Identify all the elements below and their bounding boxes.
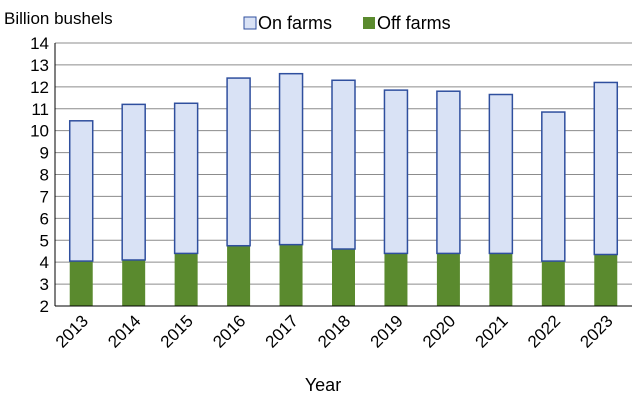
bar-off-farms-2017 <box>279 244 303 306</box>
bar-off-farms-2022 <box>541 261 565 306</box>
bar-on-farms-2019 <box>383 89 409 255</box>
x-tick-label: 2021 <box>472 311 512 351</box>
y-tick-label: 2 <box>40 297 49 316</box>
bar-off-farms-2014 <box>122 259 146 306</box>
x-tick-label: 2016 <box>209 311 249 351</box>
y-tick-label: 3 <box>40 275 49 294</box>
bar-off-farms-2015 <box>174 253 198 306</box>
x-tick-label: 2023 <box>576 311 616 351</box>
y-tick-label: 6 <box>40 209 49 228</box>
y-tick-label: 13 <box>30 56 49 75</box>
bar-off-farms-2018 <box>332 249 355 306</box>
bar-on-farms-2022 <box>541 111 566 262</box>
bar-on-farms-2018 <box>331 79 356 250</box>
legend-label-on-farms: On farms <box>258 13 332 33</box>
x-tick-label: 2014 <box>104 311 144 351</box>
bar-off-farms-2019 <box>384 253 408 306</box>
bars <box>68 72 619 306</box>
x-tick-label: 2019 <box>367 311 407 351</box>
bar-on-farms-2017 <box>278 72 304 246</box>
y-tick-label: 9 <box>40 144 49 163</box>
x-tick-label: 2017 <box>262 311 302 351</box>
x-tick-label: 2020 <box>419 311 459 351</box>
x-tick-label: 2013 <box>52 311 92 351</box>
bar-off-farms-2013 <box>69 261 93 306</box>
y-tick-label: 4 <box>40 253 49 272</box>
bar-on-farms-2023 <box>593 81 619 256</box>
legend-label-off-farms: Off farms <box>377 13 451 33</box>
y-tick-label: 12 <box>30 78 49 97</box>
y-tick-label: 7 <box>40 187 49 206</box>
y-tick-label: 5 <box>40 231 49 250</box>
legend-swatch-on-farms <box>243 16 257 30</box>
legend: On farms Off farms <box>243 13 451 33</box>
bar-off-farms-2020 <box>436 253 460 306</box>
bar-off-farms-2023 <box>594 254 618 306</box>
x-axis-ticks: 2013 2014 2015 2016 2017 2018 2019 2020 2021 2022… <box>52 311 617 351</box>
x-tick-label: 2022 <box>524 311 564 351</box>
y-axis-ticks: 2 3 4 5 6 7 8 9 10 11 12 13 14 <box>30 34 49 316</box>
bar-off-farms-2021 <box>489 253 513 306</box>
bar-on-farms-2013 <box>68 120 94 262</box>
x-tick-label: 2015 <box>157 311 197 351</box>
bar-on-farms-2020 <box>436 90 461 255</box>
x-tick-label: 2018 <box>314 311 354 351</box>
legend-swatch-off-farms <box>363 17 375 29</box>
y-tick-label: 11 <box>31 100 49 119</box>
y-tick-label: 8 <box>40 166 49 185</box>
bar-off-farms-2016 <box>227 245 251 306</box>
y-tick-label: 14 <box>30 34 49 53</box>
x-axis-title: Year <box>305 375 341 395</box>
y-tick-label: 10 <box>30 122 49 141</box>
bar-on-farms-2015 <box>173 102 199 255</box>
y-axis-title: Billion bushels <box>4 9 113 28</box>
bar-on-farms-2021 <box>488 93 514 255</box>
bar-on-farms-2016 <box>226 77 251 247</box>
bar-on-farms-2014 <box>121 103 146 261</box>
